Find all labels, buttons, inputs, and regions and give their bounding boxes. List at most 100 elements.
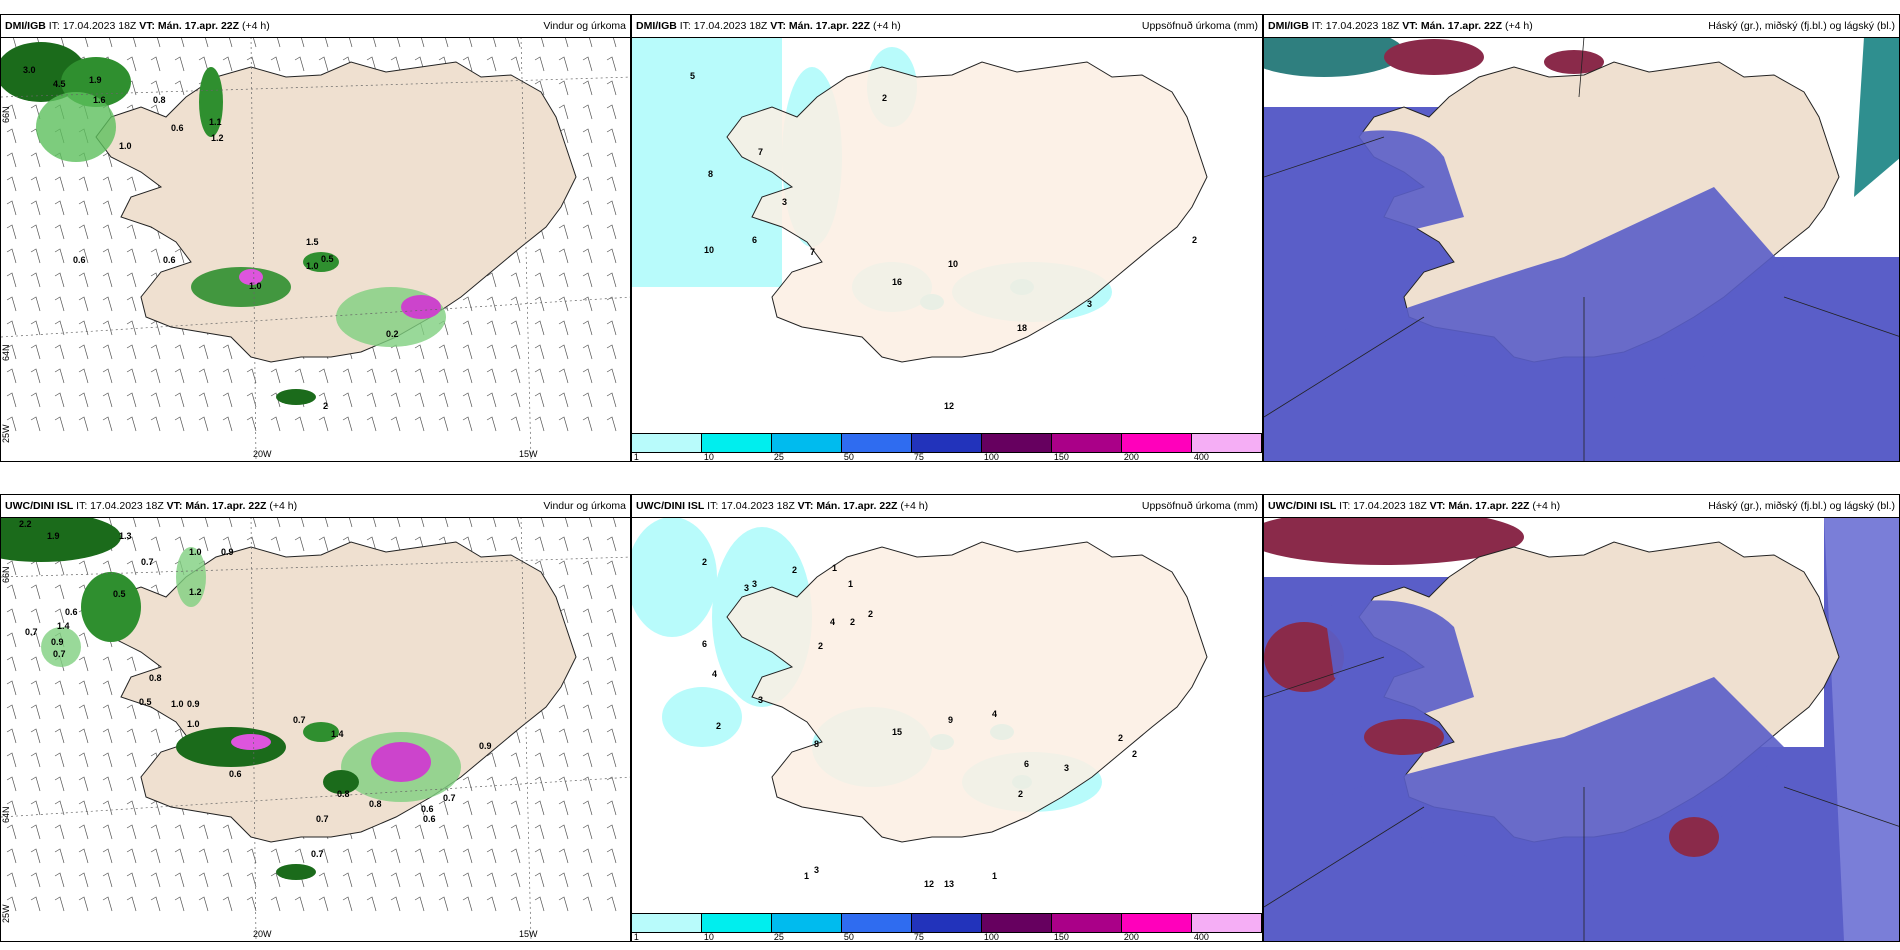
- map-value-label: 4: [830, 617, 835, 627]
- wind-barb: [606, 296, 617, 312]
- wind-barb: [30, 296, 41, 312]
- wind-barb: [534, 560, 545, 576]
- wind-barb: [414, 368, 425, 384]
- wind-barb: [582, 200, 593, 216]
- lon-label-25: 25W: [1, 424, 11, 443]
- wind-barb: [54, 776, 65, 792]
- colorbar-tick: 150: [1053, 452, 1069, 462]
- wind-barb: [150, 344, 161, 360]
- map-value-label: 0.6: [229, 769, 242, 779]
- run-time: IT: 17.04.2023 18Z: [1339, 500, 1427, 512]
- colorbar-tick: 150: [1053, 932, 1069, 942]
- wind-barb: [150, 392, 161, 408]
- map-value-label: 3: [782, 197, 787, 207]
- wind-barb: [174, 80, 185, 96]
- wind-barb: [126, 656, 137, 672]
- wind-barb: [516, 517, 521, 528]
- wind-barb: [198, 368, 209, 384]
- wind-barb: [102, 272, 113, 288]
- model-name: UWC/DINI ISL: [636, 500, 705, 512]
- map-value-label: 0.7: [293, 715, 306, 725]
- wind-barb: [102, 344, 113, 360]
- wind-barb: [366, 536, 377, 552]
- wind-barb: [150, 248, 161, 264]
- wind-barb: [54, 560, 65, 576]
- wind-barb: [534, 800, 545, 816]
- wind-barb: [102, 896, 113, 912]
- panel-header: UWC/DINI ISL IT: 17.04.2023 18Z VT: Mán.…: [1264, 495, 1899, 518]
- lat-label-66: 66N: [1, 566, 11, 583]
- colorbar-tick: 100: [983, 932, 999, 942]
- map-value-label: 2: [1018, 789, 1023, 799]
- map-value-label: 1.0: [189, 547, 202, 557]
- wind-barb: [150, 824, 161, 840]
- wind-barb: [150, 80, 161, 96]
- wind-barb: [558, 728, 569, 744]
- map-value-label: 1.1: [209, 117, 222, 127]
- wind-barb: [486, 416, 497, 432]
- low-cloud-overlay: [1324, 130, 1784, 417]
- wind-barb: [102, 416, 113, 432]
- wind-barb: [126, 416, 137, 432]
- wind-barb: [198, 872, 209, 888]
- lead-time: (+4 h): [872, 20, 901, 32]
- wind-barb: [558, 752, 569, 768]
- wind-barb: [6, 272, 17, 288]
- wind-barb: [420, 37, 425, 48]
- wind-barb: [462, 320, 473, 336]
- wind-barb: [606, 776, 617, 792]
- colorbar-tick: 200: [1123, 932, 1139, 942]
- wind-barb: [294, 536, 305, 552]
- wind-barb: [30, 248, 41, 264]
- wind-barb: [108, 517, 113, 528]
- panel-header: UWC/DINI ISL IT: 17.04.2023 18Z VT: Mán.…: [1, 495, 630, 518]
- map-value-label: 12: [944, 401, 954, 411]
- wind-barb: [126, 704, 137, 720]
- wind-barb: [606, 584, 617, 600]
- wind-barb: [606, 632, 617, 648]
- wind-barb: [462, 296, 473, 312]
- wind-barb: [102, 728, 113, 744]
- wind-barb: [534, 248, 545, 264]
- map-value-label: 0.8: [149, 673, 162, 683]
- wind-barb: [222, 344, 233, 360]
- map-value-label: 2: [818, 641, 823, 651]
- map-value-label: 0.6: [73, 255, 86, 265]
- wind-barb: [78, 656, 89, 672]
- wind-barb: [156, 37, 161, 48]
- wind-barb: [462, 392, 473, 408]
- wind-barb: [6, 128, 17, 144]
- wind-barb: [582, 392, 593, 408]
- wind-barb: [30, 776, 41, 792]
- wind-barb: [516, 37, 521, 48]
- model-name: UWC/DINI ISL: [5, 500, 74, 512]
- map-value-label: 1.9: [47, 531, 60, 541]
- wind-barb: [534, 848, 545, 864]
- map-value-label: 2: [1118, 733, 1123, 743]
- wind-barb: [270, 368, 281, 384]
- wind-barb: [534, 416, 545, 432]
- map-value-label: 3: [1064, 763, 1069, 773]
- wind-barb: [534, 752, 545, 768]
- wind-barb: [126, 536, 137, 552]
- map-value-label: 0.5: [321, 254, 334, 264]
- wind-barb: [102, 368, 113, 384]
- wind-barb: [126, 776, 137, 792]
- wind-barb: [582, 80, 593, 96]
- wind-barb: [6, 872, 17, 888]
- lon-label-20: 20W: [253, 929, 272, 939]
- wind-barb: [606, 848, 617, 864]
- wind-barb: [78, 368, 89, 384]
- wind-barb: [174, 392, 185, 408]
- wind-barb: [558, 824, 569, 840]
- colorbar-swatch: [842, 914, 912, 932]
- wind-barb: [462, 368, 473, 384]
- wind-barb: [390, 344, 401, 360]
- wind-barb: [126, 176, 137, 192]
- wind-barb: [510, 272, 521, 288]
- wind-barb: [486, 872, 497, 888]
- wind-barb: [222, 824, 233, 840]
- wind-barb: [534, 824, 545, 840]
- wind-barb: [558, 320, 569, 336]
- wind-barb: [534, 80, 545, 96]
